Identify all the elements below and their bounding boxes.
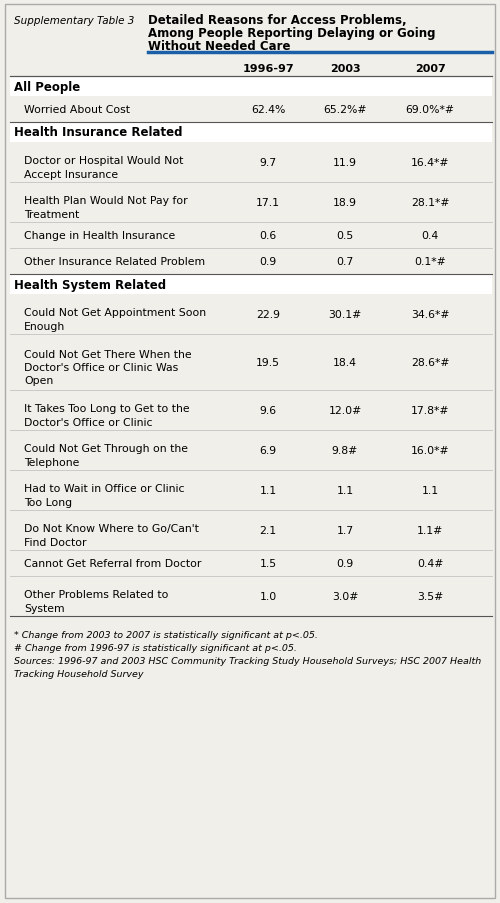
Text: 9.8#: 9.8# xyxy=(332,445,358,455)
Text: 1.5: 1.5 xyxy=(260,558,276,568)
Text: Could Not Get Through on the: Could Not Get Through on the xyxy=(24,443,188,453)
Text: Doctor's Office or Clinic: Doctor's Office or Clinic xyxy=(24,417,152,427)
Text: 0.4: 0.4 xyxy=(422,231,438,241)
Text: It Takes Too Long to Get to the: It Takes Too Long to Get to the xyxy=(24,404,190,414)
Text: 28.6*#: 28.6*# xyxy=(411,358,449,368)
Text: Worried About Cost: Worried About Cost xyxy=(24,105,130,115)
Text: Tracking Household Survey: Tracking Household Survey xyxy=(14,669,143,678)
Text: 69.0%*#: 69.0%*# xyxy=(406,105,454,115)
Bar xyxy=(10,294,492,335)
Text: Accept Insurance: Accept Insurance xyxy=(24,170,118,180)
Text: 11.9: 11.9 xyxy=(333,158,357,168)
Text: Telephone: Telephone xyxy=(24,457,80,467)
Text: 2.1: 2.1 xyxy=(260,526,276,535)
Text: * Change from 2003 to 2007 is statistically significant at p<.05.: * Change from 2003 to 2007 is statistica… xyxy=(14,630,318,639)
Text: 1.1#: 1.1# xyxy=(417,526,443,535)
Bar xyxy=(10,510,492,551)
Text: Among People Reporting Delaying or Going: Among People Reporting Delaying or Going xyxy=(148,27,436,40)
Text: 1.1: 1.1 xyxy=(422,486,438,496)
Bar xyxy=(10,123,492,143)
Text: 19.5: 19.5 xyxy=(256,358,280,368)
Text: 1996-97: 1996-97 xyxy=(242,64,294,74)
Bar xyxy=(10,223,492,248)
Text: Doctor's Office or Clinic Was: Doctor's Office or Clinic Was xyxy=(24,363,178,373)
Bar xyxy=(10,143,492,182)
Text: All People: All People xyxy=(14,80,80,93)
Text: Treatment: Treatment xyxy=(24,209,79,219)
Text: Open: Open xyxy=(24,376,53,386)
Text: 30.1#: 30.1# xyxy=(328,310,362,320)
Bar xyxy=(10,248,492,275)
Text: Could Not Get There When the: Could Not Get There When the xyxy=(24,349,192,359)
Text: # Change from 1996-97 is statistically significant at p<.05.: # Change from 1996-97 is statistically s… xyxy=(14,643,297,652)
Text: 3.0#: 3.0# xyxy=(332,591,358,601)
Text: Health Plan Would Not Pay for: Health Plan Would Not Pay for xyxy=(24,196,188,206)
Bar xyxy=(10,335,492,391)
Text: 65.2%#: 65.2%# xyxy=(323,105,367,115)
Text: 22.9: 22.9 xyxy=(256,310,280,320)
Text: 0.9: 0.9 xyxy=(260,256,276,266)
Text: 18.4: 18.4 xyxy=(333,358,357,368)
Text: Other Problems Related to: Other Problems Related to xyxy=(24,590,169,600)
Text: System: System xyxy=(24,603,64,613)
Bar xyxy=(10,77,492,97)
Text: 1.0: 1.0 xyxy=(260,591,276,601)
Text: Doctor or Hospital Would Not: Doctor or Hospital Would Not xyxy=(24,156,184,166)
Text: 0.1*#: 0.1*# xyxy=(414,256,446,266)
Text: 34.6*#: 34.6*# xyxy=(411,310,449,320)
Text: Supplementary Table 3: Supplementary Table 3 xyxy=(14,16,134,26)
Bar xyxy=(10,182,492,223)
Bar xyxy=(10,275,492,294)
Text: 16.4*#: 16.4*# xyxy=(411,158,449,168)
Text: Enough: Enough xyxy=(24,321,65,331)
Text: 17.1: 17.1 xyxy=(256,198,280,208)
Text: 0.4#: 0.4# xyxy=(417,558,443,568)
Text: Too Long: Too Long xyxy=(24,498,72,507)
Text: Change in Health Insurance: Change in Health Insurance xyxy=(24,231,176,241)
Text: 1.1: 1.1 xyxy=(260,486,276,496)
Text: 0.9: 0.9 xyxy=(336,558,353,568)
Text: Detailed Reasons for Access Problems,: Detailed Reasons for Access Problems, xyxy=(148,14,406,27)
Text: 0.5: 0.5 xyxy=(336,231,353,241)
Text: Without Needed Care: Without Needed Care xyxy=(148,40,290,53)
Text: Cannot Get Referral from Doctor: Cannot Get Referral from Doctor xyxy=(24,558,202,568)
Text: Health System Related: Health System Related xyxy=(14,278,166,291)
Text: 3.5#: 3.5# xyxy=(417,591,443,601)
Bar xyxy=(10,431,492,470)
Text: Could Not Get Appointment Soon: Could Not Get Appointment Soon xyxy=(24,308,206,318)
Text: Other Insurance Related Problem: Other Insurance Related Problem xyxy=(24,256,205,266)
Text: 28.1*#: 28.1*# xyxy=(411,198,449,208)
Text: 18.9: 18.9 xyxy=(333,198,357,208)
Text: Health Insurance Related: Health Insurance Related xyxy=(14,126,182,139)
Text: 1.7: 1.7 xyxy=(336,526,353,535)
Text: Had to Wait in Office or Clinic: Had to Wait in Office or Clinic xyxy=(24,484,184,494)
Bar xyxy=(10,97,492,123)
Bar xyxy=(10,470,492,510)
Text: 16.0*#: 16.0*# xyxy=(410,445,450,455)
Bar xyxy=(10,551,492,576)
Text: Sources: 1996-97 and 2003 HSC Community Tracking Study Household Surveys; HSC 20: Sources: 1996-97 and 2003 HSC Community … xyxy=(14,656,481,666)
Text: 9.6: 9.6 xyxy=(260,405,276,415)
Text: Find Doctor: Find Doctor xyxy=(24,537,86,547)
Text: 0.7: 0.7 xyxy=(336,256,353,266)
Text: 6.9: 6.9 xyxy=(260,445,276,455)
Text: 17.8*#: 17.8*# xyxy=(411,405,449,415)
Text: 0.6: 0.6 xyxy=(260,231,276,241)
Bar xyxy=(10,391,492,431)
Text: 62.4%: 62.4% xyxy=(251,105,285,115)
Text: 2007: 2007 xyxy=(414,64,446,74)
Text: 9.7: 9.7 xyxy=(260,158,276,168)
Bar xyxy=(10,576,492,617)
Text: 1.1: 1.1 xyxy=(336,486,353,496)
Text: 2003: 2003 xyxy=(330,64,360,74)
Text: Do Not Know Where to Go/Can't: Do Not Know Where to Go/Can't xyxy=(24,524,199,534)
Text: 12.0#: 12.0# xyxy=(328,405,362,415)
